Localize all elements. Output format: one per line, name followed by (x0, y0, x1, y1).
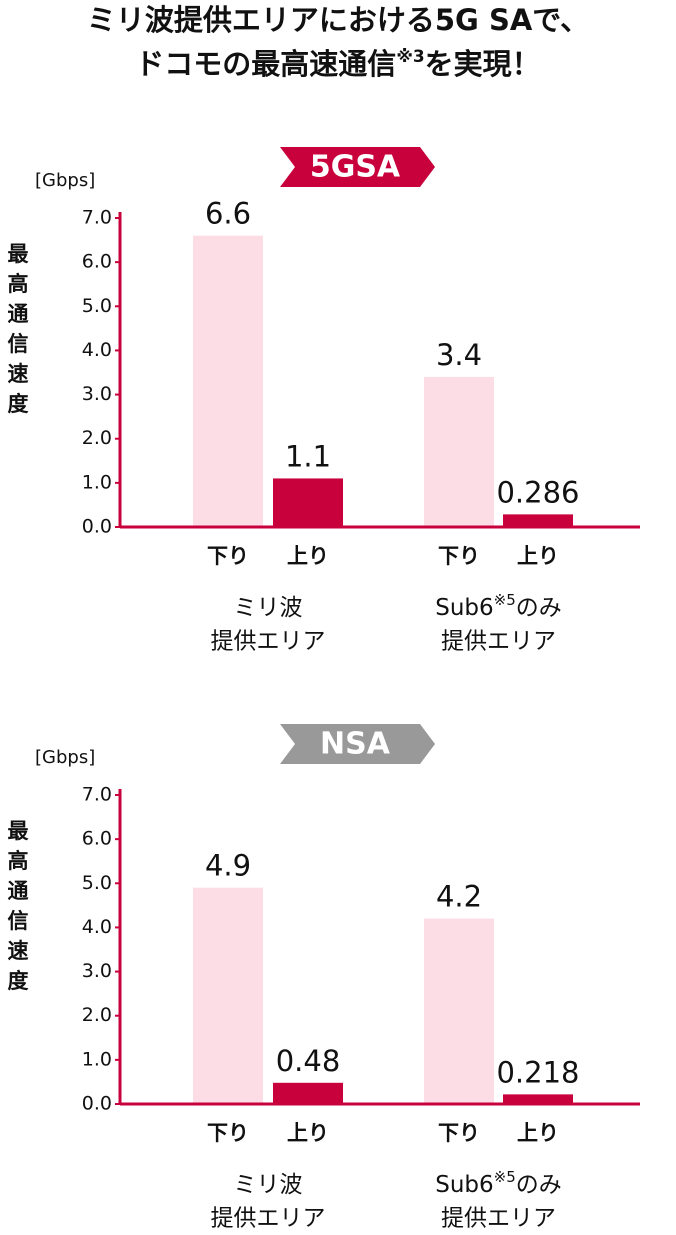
group-label: Sub6※5のみ (435, 591, 562, 621)
y-tick-label: 1.0 (82, 1048, 112, 1070)
badge-text: NSA (320, 727, 391, 762)
y-axis-label-char: 速 (8, 362, 29, 386)
y-tick-label: 6.0 (82, 251, 112, 273)
y-axis-label-char: 最 (8, 242, 30, 266)
y-tick-label: 1.0 (82, 471, 112, 493)
group-label: 提供エリア (441, 1206, 556, 1232)
y-axis-label-char: 通 (8, 879, 29, 903)
y-axis-label-char: 度 (8, 392, 29, 416)
y-axis-label-char: 信 (8, 332, 29, 356)
bar (424, 918, 494, 1104)
bar-label: 下り (207, 544, 249, 568)
bar-label: 上り (287, 1121, 329, 1145)
bar (503, 514, 573, 527)
group-label-text: ミリ波 (234, 1172, 303, 1198)
group-label-text: のみ (516, 595, 562, 621)
group-label: ミリ波 (234, 595, 303, 621)
value-label: 4.2 (436, 880, 482, 914)
bar-label: 下り (438, 1121, 480, 1145)
value-label: 1.1 (285, 439, 331, 473)
y-tick-label: 0.0 (82, 516, 112, 538)
group-label-text: ミリ波 (234, 595, 303, 621)
badge-text: 5GSA (310, 150, 401, 185)
bar-label: 下り (207, 1121, 249, 1145)
title-text: ドコモの最高速通信 (135, 47, 396, 81)
y-axis-label-char: 最 (8, 819, 30, 843)
y-tick-label: 4.0 (82, 339, 112, 361)
bar (273, 478, 343, 527)
y-tick-label: 3.0 (82, 960, 112, 982)
group-label-note: ※5 (494, 1168, 516, 1186)
y-tick-label: 5.0 (82, 295, 112, 317)
y-tick-label: 2.0 (82, 427, 112, 449)
group-label: 提供エリア (211, 629, 326, 655)
bar (273, 1082, 343, 1104)
y-tick-label: 6.0 (82, 828, 112, 850)
group-label: Sub6※5のみ (435, 1168, 562, 1198)
y-tick-label: 7.0 (82, 207, 112, 229)
group-label: 提供エリア (441, 629, 556, 655)
group-label: 提供エリア (211, 1206, 326, 1232)
bar-label: 下り (438, 544, 480, 568)
title-note: ※3 (396, 47, 424, 67)
y-tick-label: 2.0 (82, 1004, 112, 1026)
value-label: 3.4 (436, 338, 482, 372)
unit-label: [Gbps] (35, 170, 95, 191)
group-label-text: Sub6 (435, 1172, 493, 1198)
unit-label: [Gbps] (35, 747, 95, 768)
y-axis-label-char: 信 (8, 909, 29, 933)
bar-label: 上り (287, 544, 329, 568)
y-axis-label-char: 速 (8, 939, 29, 963)
y-tick-label: 0.0 (82, 1093, 112, 1115)
value-label: 6.6 (205, 197, 251, 231)
bar (503, 1094, 573, 1104)
group-label-text: Sub6 (435, 595, 493, 621)
value-label: 0.48 (276, 1044, 341, 1078)
value-label: 0.218 (496, 1055, 579, 1089)
y-tick-label: 5.0 (82, 872, 112, 894)
bar (193, 235, 263, 527)
bar (424, 376, 494, 527)
y-tick-label: 4.0 (82, 916, 112, 938)
badge-shape (280, 724, 435, 764)
group-label: ミリ波 (234, 1172, 303, 1198)
title-line2: ドコモの最高速通信※3を実現！ (135, 47, 540, 81)
badge-shape (280, 147, 435, 187)
y-axis-label: 最高通信速度 (8, 242, 30, 416)
value-label: 4.9 (205, 849, 251, 883)
title-line1: ミリ波提供エリアにおける5G SAで、 (87, 3, 589, 37)
y-tick-label: 3.0 (82, 383, 112, 405)
y-axis-label-char: 度 (8, 969, 29, 993)
group-label-note: ※5 (494, 591, 516, 609)
bar-label: 上り (517, 544, 559, 568)
bar (193, 887, 263, 1104)
y-axis-label-char: 高 (8, 849, 29, 873)
bar-label: 上り (517, 1121, 559, 1145)
value-label: 0.286 (496, 475, 579, 509)
group-label-text: のみ (516, 1172, 562, 1198)
y-tick-label: 7.0 (82, 784, 112, 806)
y-axis-label-char: 高 (8, 272, 29, 296)
y-axis-label-char: 通 (8, 302, 29, 326)
title-text: を実現！ (425, 47, 541, 81)
y-axis-label: 最高通信速度 (8, 819, 30, 993)
